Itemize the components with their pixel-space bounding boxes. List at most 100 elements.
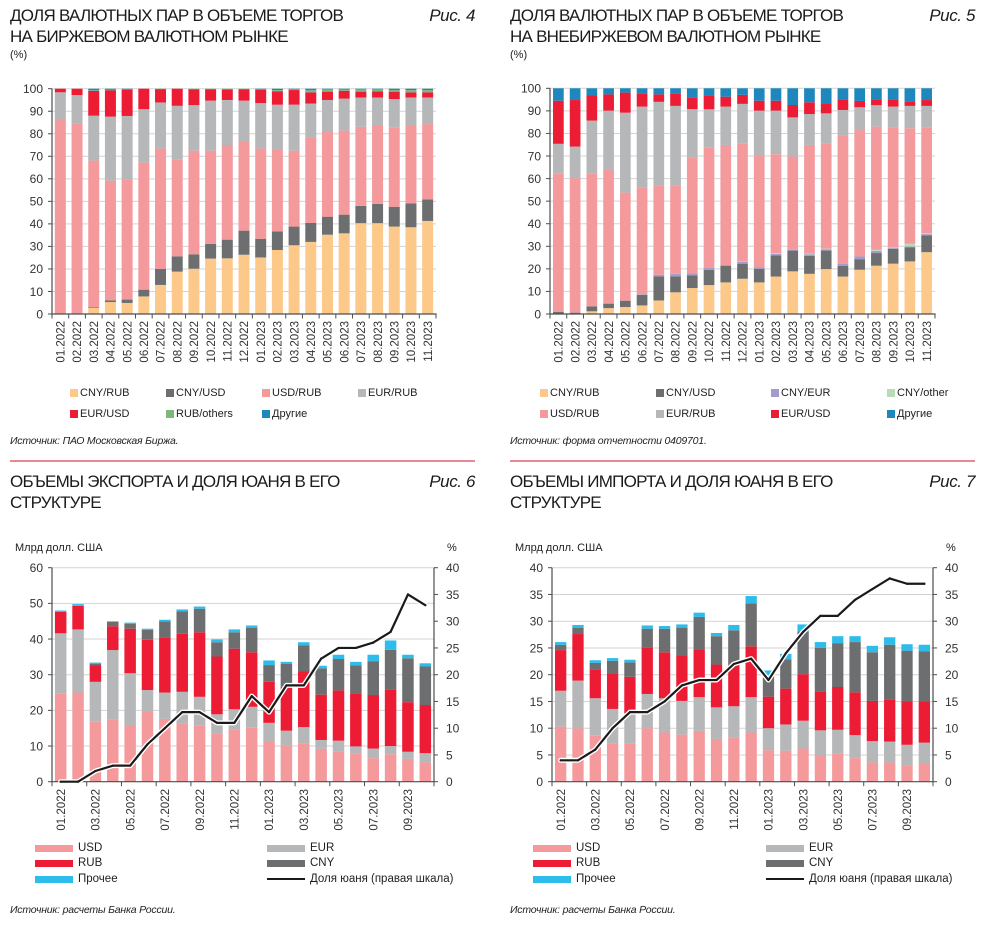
- bar-segment-usd-rub: [787, 156, 799, 250]
- bar-segment-usd: [228, 729, 241, 782]
- bar-segment-eur: [901, 744, 913, 766]
- x-tick-label: 07.2023: [855, 321, 867, 363]
- y-tick-label: 0: [36, 775, 43, 789]
- y-tick-label: 25: [530, 641, 544, 655]
- legend-label: USD/RUB: [272, 387, 322, 399]
- bar-segment-eur-usd: [155, 88, 167, 103]
- bar-segment-usd: [884, 762, 896, 782]
- bar-segment-other: [384, 640, 397, 650]
- legend-swatch: [887, 410, 895, 418]
- bar-segment-other: [355, 88, 367, 90]
- y2-tick-label: 25: [945, 641, 959, 655]
- cny-share-point: [663, 700, 666, 703]
- bar-segment-eur: [676, 700, 688, 735]
- bar-segment-rub-others: [305, 90, 317, 93]
- bar-segment-other: [670, 88, 681, 94]
- bar-segment-eur: [658, 698, 671, 733]
- x-tick-label: 05.2023: [334, 789, 346, 831]
- bar-segment-rub: [658, 652, 671, 699]
- legend-label: RUB/others: [176, 408, 233, 420]
- bar-segment-eur-rub: [921, 105, 932, 128]
- bar-segment-eur-rub: [138, 109, 150, 163]
- legend-label: CNY/other: [897, 387, 949, 399]
- legend-swatch: [262, 389, 270, 397]
- bar-segment-cny-rub: [603, 308, 614, 314]
- bar-segment-rub: [107, 626, 119, 651]
- cny-share-point: [732, 662, 735, 666]
- bar-segment-eur-usd: [770, 100, 782, 111]
- figure-6-source: Источник: расчеты Банка России.: [10, 904, 176, 916]
- cny-share-point: [163, 727, 166, 730]
- bar-segment-usd: [419, 762, 432, 782]
- x-tick-label: 09.2022: [694, 789, 706, 831]
- x-tick-label: 03.2022: [587, 321, 599, 363]
- bar-segment-eur-rub: [619, 112, 631, 193]
- y-tick-label: 30: [530, 615, 544, 629]
- bar-segment-usd-rub: [737, 143, 748, 261]
- x-tick-label: 08.2023: [872, 321, 884, 363]
- title-line: ОБЪЕМЫ ИМПОРТА И ДОЛЯ ЮАНЯ В ЕГО: [510, 472, 833, 491]
- bar-segment-eur-rub: [221, 99, 233, 146]
- bar-segment-rub-others: [188, 88, 200, 90]
- bar-segment-eur: [832, 729, 844, 754]
- bar-segment-cny-usd: [569, 312, 581, 314]
- bar-segment-rub-others: [104, 89, 116, 91]
- legend-swatch: [887, 389, 895, 397]
- cny-share-point: [146, 743, 149, 746]
- bar-segment-eur-rub: [720, 106, 732, 145]
- bar-segment-usd: [589, 735, 601, 782]
- bar-segment-rub: [124, 628, 136, 674]
- bar-segment-rub: [589, 669, 601, 699]
- bar-segment-rub-others: [205, 88, 217, 90]
- cny-share-point: [594, 748, 597, 751]
- x-tick-label: 03.2022: [591, 789, 603, 831]
- y2-tick-label: 5: [446, 748, 453, 762]
- bar-segment-usd-rub: [904, 128, 916, 244]
- bar-segment-eur: [624, 713, 636, 744]
- bar-segment-other: [263, 660, 275, 666]
- legend-swatch: [533, 875, 571, 883]
- bar-segment-other: [854, 88, 866, 101]
- cny-share-point: [250, 695, 253, 698]
- figure-7-right-axis-unit: %: [946, 542, 956, 554]
- bar-segment-cny-rub: [188, 268, 200, 314]
- y-tick-label: 30: [30, 668, 44, 682]
- bar-segment-cny-usd: [787, 250, 799, 272]
- bar-segment-other: [804, 88, 815, 103]
- bar-segment-eur: [141, 690, 154, 712]
- legend-swatch: [771, 410, 779, 418]
- bar-segment-other: [737, 88, 748, 95]
- bar-segment-rub: [54, 611, 67, 634]
- cny-share-point: [129, 764, 132, 767]
- bar-segment-rub: [263, 681, 275, 723]
- bar-segment-eur-usd: [753, 100, 765, 111]
- bar-segment-eur-usd: [703, 95, 715, 110]
- bar-segment-usd: [367, 758, 379, 782]
- bar-segment-eur-rub: [88, 115, 100, 161]
- bar-segment-usd-rub: [753, 155, 765, 268]
- bar-segment-usd-rub: [54, 120, 66, 315]
- bar-segment-cny: [866, 652, 879, 701]
- figure-5-label: Рис. 5: [929, 6, 975, 25]
- bar-segment-cny-rub: [305, 241, 317, 314]
- legend-swatch: [166, 410, 174, 418]
- cny-share-point: [802, 630, 805, 634]
- bar-segment-cny-usd: [670, 276, 681, 293]
- bar-segment-usd-rub: [586, 173, 598, 307]
- bar-segment-rub: [367, 695, 379, 749]
- bar-segment-eur-usd: [837, 99, 849, 110]
- bar-segment-other: [636, 88, 648, 94]
- figure-6-left-axis-unit: Млрд долл. США: [15, 542, 103, 554]
- bar-segment-rub-others: [338, 89, 350, 91]
- bar-segment-eur-rub: [603, 110, 614, 170]
- cny-share-point: [233, 721, 236, 724]
- bar-segment-usd-rub: [305, 137, 317, 223]
- bar-segment-usd-rub: [553, 173, 564, 312]
- bar-segment-cny-usd: [737, 263, 748, 279]
- x-tick-label: 08.2023: [373, 321, 385, 363]
- legend-swatch: [358, 389, 366, 397]
- y-tick-label: 10: [528, 285, 542, 299]
- figure-7-label: Рис. 7: [929, 472, 975, 491]
- bar-segment-other: [814, 642, 827, 648]
- bar-segment-cny-rub: [221, 258, 233, 314]
